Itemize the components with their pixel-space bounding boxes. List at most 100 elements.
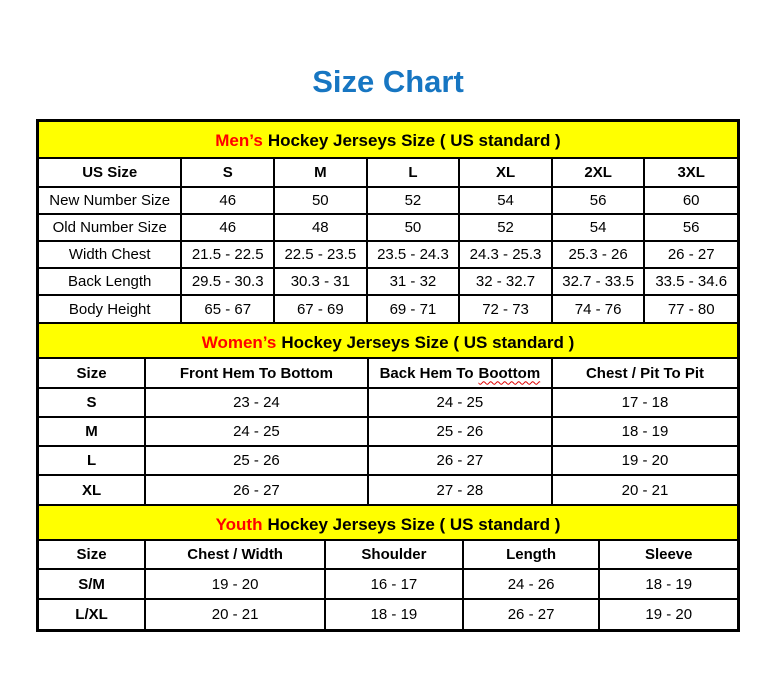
table-cell: 23 - 24 [144,387,369,418]
column-header: 2XL [550,159,646,188]
column-header: Chest / Width [144,541,327,570]
table-cell: 29.5 - 30.3 [180,267,276,296]
row-label: Back Length [39,267,183,296]
table-cell: 19 - 20 [598,598,737,629]
column-header: US Size [39,159,183,188]
table-cell: 65 - 67 [180,294,276,322]
womens-size-table: Size Front Hem To Bottom Back Hem To Boot… [39,359,737,504]
row-label: S/M [39,568,147,600]
youth-banner-text: Hockey Jerseys Size ( US standard ) [267,515,561,534]
mens-size-table: US Size S M L XL 2XL 3XL New Number Size… [39,159,737,322]
table-row: New Number Size 46 50 52 54 56 60 [39,186,737,215]
table-row: S 23 - 24 24 - 25 17 - 18 [39,387,737,418]
row-label: Old Number Size [39,213,183,242]
womens-header-row: Size Front Hem To Bottom Back Hem To Boot… [39,359,737,389]
mens-banner-highlight: Men’s [215,131,263,150]
youth-section-banner: Youth Hockey Jerseys Size ( US standard ) [39,504,737,541]
table-cell: 74 - 76 [550,294,646,322]
table-cell: 50 [273,186,368,215]
row-label: S [39,387,147,418]
column-header: L [365,159,461,188]
column-header-text: Back Hem To [379,364,474,382]
size-chart: Men’s Hockey Jerseys Size ( US standard )… [36,119,740,632]
table-cell: 16 - 17 [324,568,464,600]
table-cell: 72 - 73 [458,294,553,322]
column-header: S [180,159,276,188]
table-row: L/XL 20 - 21 18 - 19 26 - 27 19 - 20 [39,598,737,629]
table-cell: 26 - 27 [366,445,554,476]
column-header: Shoulder [324,541,464,570]
mens-section-banner: Men’s Hockey Jerseys Size ( US standard ) [39,122,737,159]
table-cell: 26 - 27 [643,240,737,269]
table-row: Width Chest 21.5 - 22.5 22.5 - 23.5 23.5… [39,240,737,269]
table-cell: 18 - 19 [598,568,737,600]
table-cell: 26 - 27 [461,598,601,629]
youth-header-row: Size Chest / Width Shoulder Length Sleev… [39,541,737,570]
row-label: L [39,445,147,476]
row-label: Body Height [39,294,183,322]
column-header: Sleeve [598,541,737,570]
table-cell: 24 - 25 [144,416,369,447]
table-cell: 25 - 26 [366,416,554,447]
column-header-with-typo: Back Hem To Boottom [366,359,554,389]
table-cell: 19 - 20 [144,568,327,600]
table-cell: 60 [643,186,737,215]
table-cell: 25 - 26 [144,445,369,476]
column-header: Front Hem To Bottom [144,359,369,389]
row-label: New Number Size [39,186,183,215]
table-cell: 46 [180,186,276,215]
row-label: XL [39,474,147,504]
table-row: Old Number Size 46 48 50 52 54 56 [39,213,737,242]
column-header: Size [39,541,147,570]
column-header: Length [461,541,601,570]
table-cell: 20 - 21 [551,474,737,504]
table-cell: 48 [273,213,368,242]
table-row: Body Height 65 - 67 67 - 69 69 - 71 72 -… [39,294,737,322]
table-cell: 18 - 19 [324,598,464,629]
table-cell: 52 [365,186,461,215]
table-cell: 30.3 - 31 [273,267,368,296]
table-cell: 32.7 - 33.5 [550,267,646,296]
table-cell: 54 [550,213,646,242]
misspelled-word: Boottom [478,364,541,382]
mens-header-row: US Size S M L XL 2XL 3XL [39,159,737,188]
table-row: Back Length 29.5 - 30.3 30.3 - 31 31 - 3… [39,267,737,296]
table-cell: 23.5 - 24.3 [365,240,461,269]
table-row: S/M 19 - 20 16 - 17 24 - 26 18 - 19 [39,568,737,600]
table-cell: 17 - 18 [551,387,737,418]
table-cell: 32 - 32.7 [458,267,553,296]
table-cell: 46 [180,213,276,242]
mens-banner-text: Hockey Jerseys Size ( US standard ) [267,131,561,150]
table-cell: 21.5 - 22.5 [180,240,276,269]
table-cell: 54 [458,186,553,215]
table-cell: 33.5 - 34.6 [643,267,737,296]
table-cell: 26 - 27 [144,474,369,504]
table-cell: 69 - 71 [365,294,461,322]
table-cell: 52 [458,213,553,242]
table-cell: 24 - 26 [461,568,601,600]
row-label: L/XL [39,598,147,629]
youth-size-table: Size Chest / Width Shoulder Length Sleev… [39,541,737,629]
column-header: XL [458,159,553,188]
column-header: Chest / Pit To Pit [551,359,737,389]
womens-banner-text: Hockey Jerseys Size ( US standard ) [281,333,575,352]
table-cell: 56 [550,186,646,215]
table-cell: 20 - 21 [144,598,327,629]
table-cell: 67 - 69 [273,294,368,322]
table-cell: 27 - 28 [366,474,554,504]
row-label: M [39,416,147,447]
table-cell: 18 - 19 [551,416,737,447]
womens-banner-highlight: Women’s [201,333,277,352]
table-cell: 24.3 - 25.3 [458,240,553,269]
table-cell: 25.3 - 26 [550,240,646,269]
table-row: L 25 - 26 26 - 27 19 - 20 [39,445,737,476]
table-cell: 22.5 - 23.5 [273,240,368,269]
youth-banner-highlight: Youth [215,515,263,534]
table-cell: 24 - 25 [366,387,554,418]
row-label: Width Chest [39,240,183,269]
table-cell: 31 - 32 [365,267,461,296]
page-title: Size Chart [312,64,464,99]
table-cell: 50 [365,213,461,242]
column-header: 3XL [643,159,737,188]
table-cell: 19 - 20 [551,445,737,476]
